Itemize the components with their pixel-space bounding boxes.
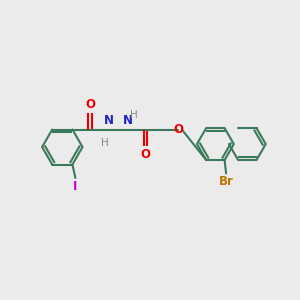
Text: N: N bbox=[122, 114, 132, 127]
Text: O: O bbox=[85, 98, 95, 111]
Text: I: I bbox=[73, 180, 78, 193]
Text: Br: Br bbox=[219, 176, 233, 188]
Text: N: N bbox=[104, 114, 114, 127]
Text: O: O bbox=[140, 148, 151, 161]
Text: H: H bbox=[130, 110, 137, 120]
Text: O: O bbox=[174, 123, 184, 136]
Text: H: H bbox=[101, 138, 109, 148]
